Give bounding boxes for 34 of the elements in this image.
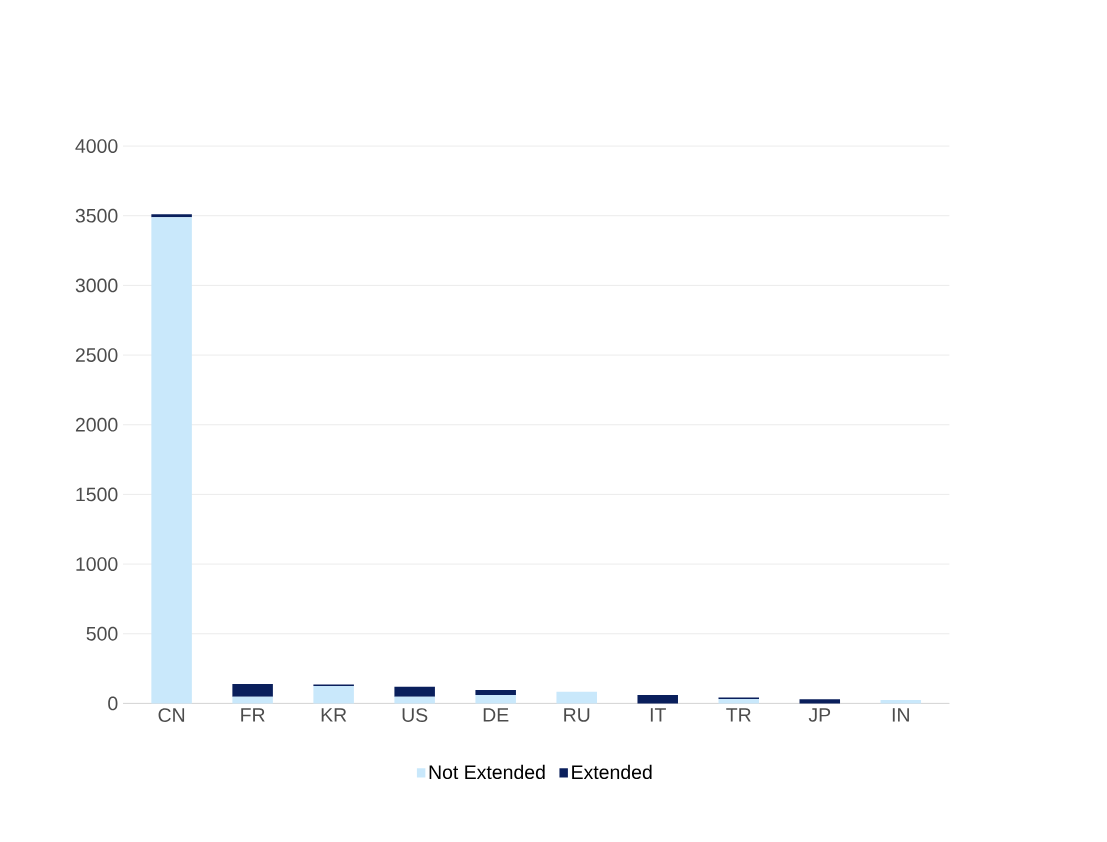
bar	[232, 684, 273, 697]
y-tick-label: 3000	[75, 278, 118, 293]
x-tick-label: IN	[892, 708, 909, 722]
bar	[718, 699, 760, 704]
legend-label: Not Extended	[429, 764, 545, 780]
bar	[799, 699, 841, 704]
y-tick-label: 3500	[75, 208, 118, 223]
bar	[313, 686, 354, 704]
y-tick-label: 500	[86, 626, 118, 641]
bar	[475, 695, 516, 704]
x-tick-label: DE	[483, 708, 509, 722]
bar	[151, 214, 192, 218]
x-tick-label: US	[402, 708, 428, 723]
bar	[394, 696, 435, 704]
bar	[394, 686, 435, 697]
bar	[475, 690, 516, 696]
y-tick-label: 1500	[76, 487, 118, 502]
x-tick-label: RU	[564, 708, 590, 722]
x-tick-label: FR	[241, 708, 265, 722]
bar	[556, 691, 597, 704]
y-tick-label: 1000	[76, 557, 118, 572]
bar	[232, 696, 273, 704]
bar	[637, 695, 678, 704]
y-tick-label: 4000	[75, 139, 118, 154]
y-tick-label: 2000	[75, 417, 118, 432]
x-tick-label: TR	[726, 708, 751, 722]
legend-label: Extended	[572, 764, 652, 780]
x-tick-label: IT	[650, 708, 666, 722]
bar	[151, 217, 192, 704]
x-tick-label: CN	[158, 708, 185, 723]
x-tick-label: KR	[321, 708, 347, 722]
x-tick-label: JP	[808, 708, 831, 722]
y-tick-label: 2500	[75, 348, 118, 363]
y-tick-label: 0	[108, 696, 118, 711]
